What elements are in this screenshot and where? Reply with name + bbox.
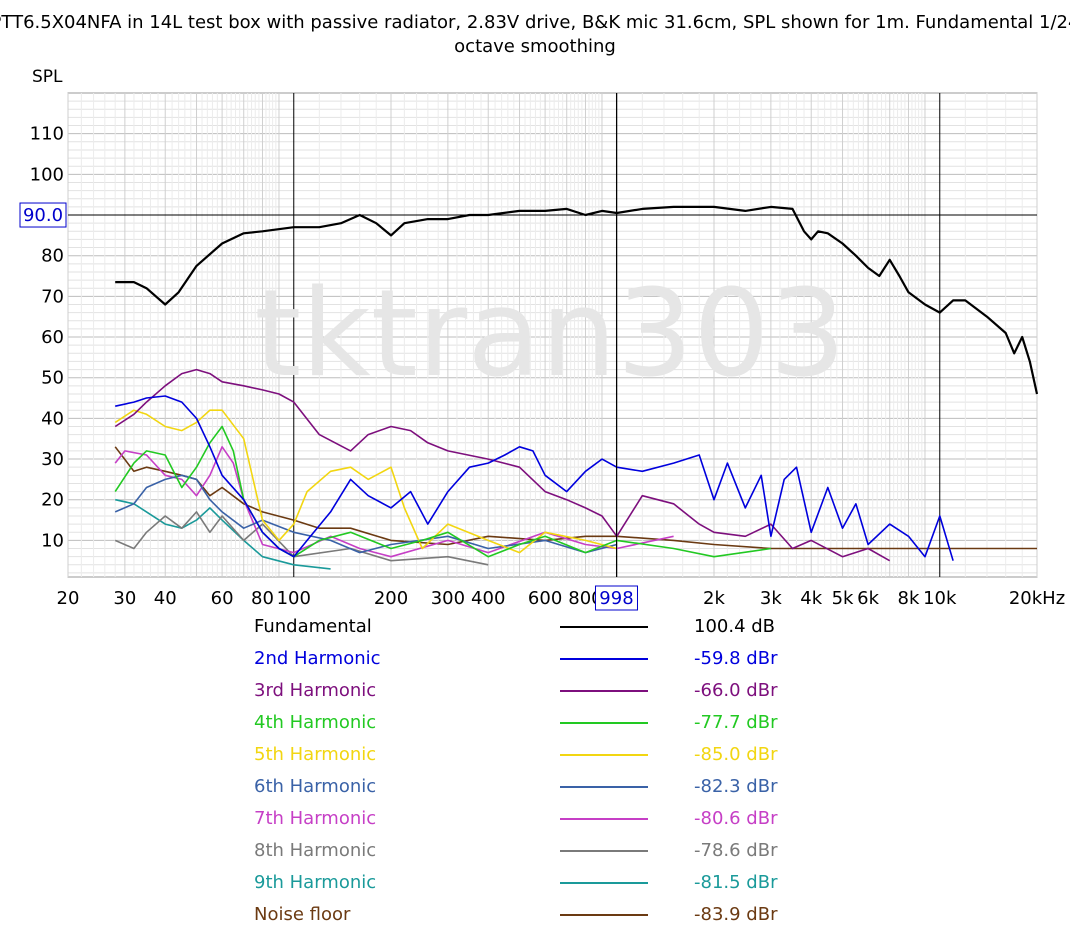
legend-line-swatch bbox=[560, 626, 648, 628]
y-tick-label: 70 bbox=[41, 286, 64, 307]
watermark: tktran303 bbox=[254, 265, 846, 404]
x-tick-label: 8k bbox=[898, 588, 920, 609]
legend-row: 3rd Harmonic -66.0 dBr bbox=[0, 676, 1070, 708]
x-tick-label: 20kHz bbox=[1009, 588, 1065, 609]
legend-line-swatch bbox=[560, 722, 648, 724]
chart-title-line-1: PTT6.5X04NFA in 14L test box with passiv… bbox=[0, 12, 1070, 33]
legend-series-name: 7th Harmonic bbox=[254, 808, 377, 829]
legend-series-value: 100.4 dB bbox=[694, 616, 776, 637]
legend-series-name: Fundamental bbox=[254, 616, 372, 637]
legend-row: 7th Harmonic -80.6 dBr bbox=[0, 804, 1070, 836]
y-tick-label: 60 bbox=[41, 327, 64, 348]
y-tick-label: 20 bbox=[41, 490, 64, 511]
legend-row: 6th Harmonic -82.3 dBr bbox=[0, 772, 1070, 804]
spl-chart: PTT6.5X04NFA in 14L test box with passiv… bbox=[0, 12, 1070, 611]
series-line-7th-harmonic bbox=[114, 445, 674, 558]
legend-row: 5th Harmonic -85.0 dBr bbox=[0, 740, 1070, 772]
x-tick-label: 2k bbox=[703, 588, 725, 609]
x-tick-label: 100 bbox=[277, 588, 311, 609]
legend-row: 4th Harmonic -77.7 dBr bbox=[0, 708, 1070, 740]
grid-layer bbox=[67, 92, 1038, 578]
legend-line-swatch bbox=[560, 658, 648, 660]
legend-line-swatch bbox=[560, 882, 648, 884]
legend-series-name: 4th Harmonic bbox=[254, 712, 377, 733]
legend-line-swatch bbox=[560, 754, 648, 756]
legend-line-swatch bbox=[560, 690, 648, 692]
y-tick-label: 30 bbox=[41, 449, 64, 470]
series-line-3rd-harmonic bbox=[114, 368, 891, 562]
y-tick-label: 40 bbox=[41, 408, 64, 429]
x-tick-label: 6k bbox=[857, 588, 879, 609]
cursor-y-readout-box bbox=[19, 202, 67, 228]
legend-series-name: 9th Harmonic bbox=[254, 872, 377, 893]
y-tick-label: 100 bbox=[30, 164, 64, 185]
x-tick-label: 30 bbox=[113, 588, 136, 609]
legend-row: 8th Harmonic -78.6 dBr bbox=[0, 836, 1070, 868]
x-tick-label: 200 bbox=[374, 588, 408, 609]
x-tick-label: 400 bbox=[471, 588, 505, 609]
legend-series-value: -59.8 dBr bbox=[694, 648, 778, 669]
legend-row: 2nd Harmonic -59.8 dBr bbox=[0, 644, 1070, 676]
series-line-2nd-harmonic bbox=[115, 395, 954, 561]
legend-series-value: -83.9 dBr bbox=[694, 904, 778, 925]
y-axis-label: SPL bbox=[32, 67, 63, 87]
x-tick-label: 40 bbox=[154, 588, 177, 609]
x-tick-label: 800 bbox=[568, 588, 602, 609]
legend-line-swatch bbox=[560, 914, 648, 916]
legend-line-swatch bbox=[560, 818, 648, 820]
legend-row: Fundamental 100.4 dB bbox=[0, 612, 1070, 644]
legend-series-name: Noise floor bbox=[254, 904, 351, 925]
x-tick-label: 300 bbox=[431, 588, 465, 609]
legend-line-swatch bbox=[560, 850, 648, 852]
cursor-x-readout-box bbox=[594, 585, 638, 611]
x-tick-label: 10k bbox=[923, 588, 957, 609]
x-tick-label: 60 bbox=[211, 588, 234, 609]
series-line-5th-harmonic bbox=[114, 409, 618, 554]
cursor-y-readout: 90.0 bbox=[23, 205, 63, 226]
legend-line-swatch bbox=[560, 786, 648, 788]
series-line-8th-harmonic bbox=[114, 511, 489, 566]
legend-series-value: -78.6 dBr bbox=[694, 840, 778, 861]
plot-area bbox=[67, 92, 1038, 578]
legend-row: Noise floor -83.9 dBr bbox=[0, 900, 1070, 932]
legend-series-value: -77.7 dBr bbox=[694, 712, 778, 733]
y-tick-label: 80 bbox=[41, 246, 64, 267]
x-tick-label: 20 bbox=[57, 588, 80, 609]
series-layer bbox=[114, 205, 1039, 570]
chart-title-line-2: octave smoothing bbox=[454, 36, 616, 57]
legend-series-name: 2nd Harmonic bbox=[254, 648, 381, 669]
x-tick-label: 4k bbox=[800, 588, 822, 609]
legend-series-value: -80.6 dBr bbox=[694, 808, 778, 829]
legend-series-name: 6th Harmonic bbox=[254, 776, 377, 797]
legend-series-value: -66.0 dBr bbox=[694, 680, 778, 701]
legend-series-value: -82.3 dBr bbox=[694, 776, 778, 797]
x-tick-label: 5k bbox=[832, 588, 854, 609]
legend-series-name: 5th Harmonic bbox=[254, 744, 377, 765]
y-tick-label: 50 bbox=[41, 368, 64, 389]
x-tick-label: 80 bbox=[251, 588, 274, 609]
series-line-9th-harmonic bbox=[115, 498, 331, 570]
legend-series-name: 8th Harmonic bbox=[254, 840, 377, 861]
y-tick-label: 10 bbox=[41, 530, 64, 551]
legend-series-name: 3rd Harmonic bbox=[254, 680, 377, 701]
series-line-4th-harmonic bbox=[114, 425, 772, 558]
cursor-x-readout: 998 bbox=[599, 588, 633, 609]
y-tick-label: 110 bbox=[30, 124, 64, 145]
legend-series-value: -85.0 dBr bbox=[694, 744, 778, 765]
x-tick-label: 3k bbox=[760, 588, 782, 609]
cursor-layer[interactable]: 998 90.0 bbox=[19, 93, 1037, 611]
series-line-fundamental bbox=[115, 205, 1039, 395]
x-tick-label: 600 bbox=[528, 588, 562, 609]
legend-row: 9th Harmonic -81.5 dBr bbox=[0, 868, 1070, 900]
legend-series-value: -81.5 dBr bbox=[694, 872, 778, 893]
